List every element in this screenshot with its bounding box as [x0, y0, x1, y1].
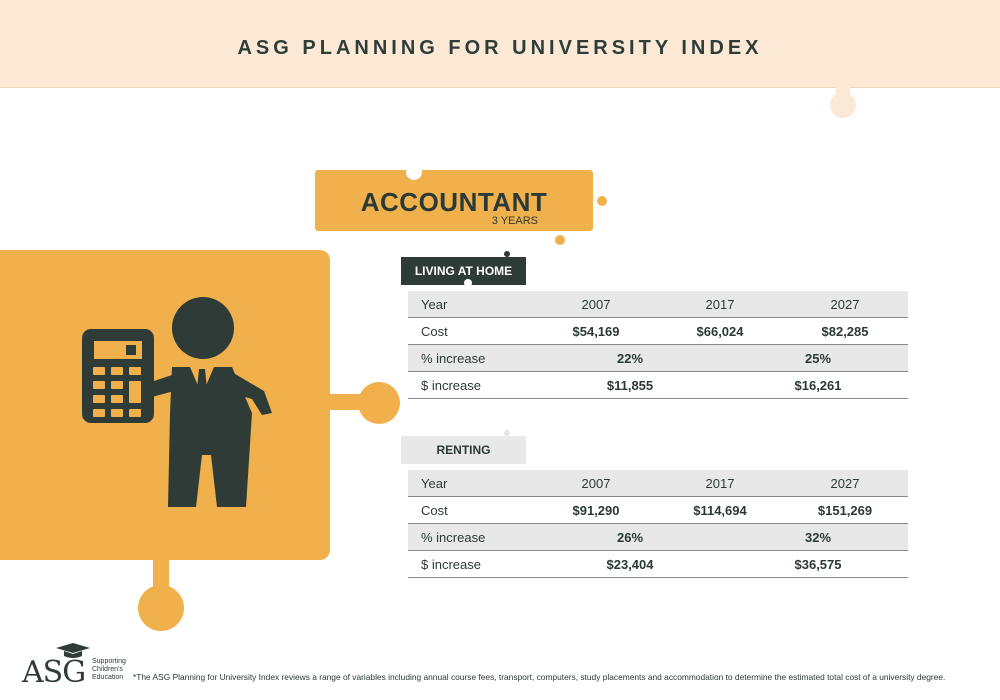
- puzzle-piece-main: [0, 250, 330, 560]
- graduation-cap-icon: [56, 643, 90, 658]
- puzzle-nub-bottom: [138, 585, 184, 631]
- table-row-cost: Cost $91,290 $114,694 $151,269: [408, 497, 908, 524]
- table-row-cost: Cost $54,169 $66,024 $82,285: [408, 318, 908, 345]
- pct-increase-2007-2017: 26%: [616, 530, 644, 545]
- renting-tab-nub-top: [504, 430, 510, 436]
- career-box-nub-right: [597, 196, 607, 206]
- row-label: Cost: [421, 324, 448, 339]
- cost-2007: $91,290: [572, 503, 620, 518]
- living-tab-nub-top: [504, 251, 510, 257]
- header-band: [0, 0, 1000, 88]
- table-row-pct-increase: % increase 22% 25%: [408, 345, 908, 372]
- logo-tagline: Supporting Children's Education: [92, 658, 126, 681]
- pct-increase-2007-2017: 22%: [616, 351, 644, 366]
- career-box-nub-top: [406, 164, 422, 180]
- cost-2017: $66,024: [696, 324, 744, 339]
- year-2027: 2027: [830, 476, 860, 491]
- table-row-dollar-increase: $ increase $23,404 $36,575: [408, 551, 908, 578]
- header-puzzle-nub-right-neck: [836, 86, 850, 96]
- year-2017: 2017: [705, 297, 735, 312]
- row-label: % increase: [421, 351, 486, 366]
- dollar-increase-2007-2017: $23,404: [606, 557, 654, 572]
- header-puzzle-nub-right: [830, 92, 856, 118]
- living-tab-nub-bottom: [464, 279, 472, 287]
- row-label: Year: [421, 476, 448, 491]
- renting-table: Year 2007 2017 2027 Cost $91,290 $114,69…: [408, 470, 908, 578]
- cost-2017: $114,694: [693, 503, 747, 518]
- living-at-home-table: Year 2007 2017 2027 Cost $54,169 $66,024…: [408, 291, 908, 399]
- puzzle-nub-right: [358, 382, 400, 424]
- row-label: $ increase: [421, 557, 481, 572]
- row-label: $ increase: [421, 378, 481, 393]
- living-at-home-tab: LIVING AT HOME: [401, 257, 526, 285]
- dollar-increase-2017-2027: $36,575: [794, 557, 842, 572]
- year-2027: 2027: [830, 297, 860, 312]
- dollar-increase-2017-2027: $16,261: [794, 378, 842, 393]
- accountant-with-calculator-icon: [82, 297, 272, 507]
- renting-tab: RENTING: [401, 436, 526, 464]
- career-duration: 3 YEARS: [491, 215, 538, 227]
- pct-increase-2017-2027: 25%: [804, 351, 832, 366]
- cost-2027: $82,285: [821, 324, 869, 339]
- logo-text: ASG: [22, 655, 86, 690]
- cost-2007: $54,169: [572, 324, 620, 339]
- career-title: ACCOUNTANT: [360, 187, 548, 217]
- career-box: ACCOUNTANT 3 YEARS: [315, 170, 593, 231]
- dollar-increase-2007-2017: $11,855: [606, 378, 654, 393]
- table-row-year: Year 2007 2017 2027: [408, 291, 908, 318]
- table-row-year: Year 2007 2017 2027: [408, 470, 908, 497]
- row-label: % increase: [421, 530, 486, 545]
- career-box-nub-bottom: [555, 235, 565, 245]
- cost-2027: $151,269: [817, 503, 873, 518]
- year-2007: 2007: [581, 297, 611, 312]
- year-2017: 2017: [705, 476, 735, 491]
- row-label: Year: [421, 297, 448, 312]
- header-puzzle-nub-left: [183, 62, 207, 86]
- pct-increase-2017-2027: 32%: [804, 530, 832, 545]
- page-title: ASG PLANNING FOR UNIVERSITY INDEX: [237, 37, 763, 59]
- row-label: Cost: [421, 503, 448, 518]
- table-row-dollar-increase: $ increase $11,855 $16,261: [408, 372, 908, 399]
- year-2007: 2007: [581, 476, 611, 491]
- table-row-pct-increase: % increase 26% 32%: [408, 524, 908, 551]
- footnote: *The ASG Planning for University Index r…: [133, 672, 946, 682]
- asg-logo: ASG Supporting Children's Education: [22, 643, 132, 690]
